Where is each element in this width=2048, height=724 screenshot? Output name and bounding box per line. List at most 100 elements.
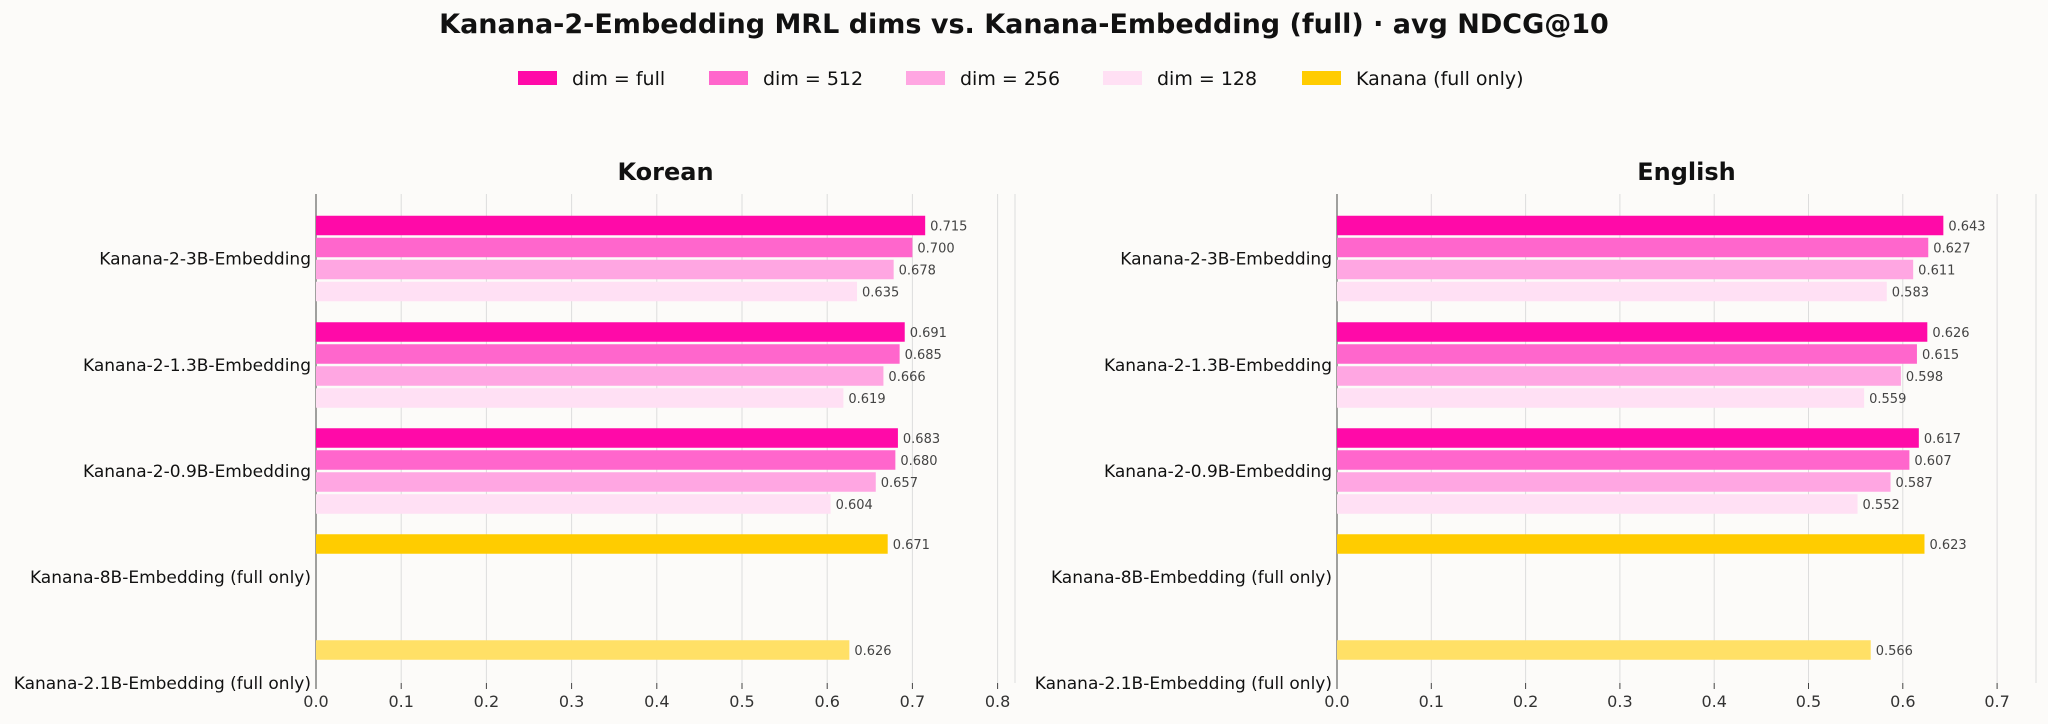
value-label: 0.604 [836, 498, 873, 513]
x-tick-label: 0.7 [1984, 692, 2009, 711]
value-label: 0.566 [1876, 644, 1913, 659]
bar [316, 322, 905, 342]
value-label: 0.611 [1918, 264, 1955, 279]
panel-title: English [1637, 158, 1735, 186]
category-label: Kanana-2-1.3B-Embedding [83, 356, 311, 376]
value-label: 0.635 [862, 286, 899, 301]
chart-panels: 0.0 0.1 0.2 0.3 0.4 0.5 0.6 0.7 0.8 Korean Kanana-… [14, 158, 2037, 711]
x-tick-label: 0.5 [1796, 692, 1821, 711]
value-label: 0.619 [848, 392, 885, 407]
category-label: Kanana-2-1.3B-Embedding [1104, 356, 1332, 376]
value-label: 0.617 [1924, 432, 1961, 447]
x-tick-label: 0.7 [900, 692, 925, 711]
bar [1337, 281, 1887, 302]
value-label: 0.643 [1948, 220, 1985, 235]
bar [1337, 344, 1917, 364]
value-label: 0.552 [1863, 498, 1900, 513]
bar [316, 640, 850, 660]
x-tick-label: 0.5 [729, 692, 754, 711]
x-tick-label: 0.0 [1324, 692, 1349, 711]
panel-title: Korean [617, 158, 713, 186]
x-tick-label: 0.6 [814, 692, 839, 711]
value-label: 0.583 [1892, 286, 1929, 301]
category-label: Kanana-2-3B-Embedding [1120, 250, 1332, 270]
legend-label: dim = full [572, 68, 665, 90]
x-tick-label: 0.4 [644, 692, 669, 711]
bar [1337, 322, 1928, 342]
chart-title: Kanana-2-Embedding MRL dims vs. Kanana-E… [439, 9, 1609, 40]
x-tick-label: 0.8 [985, 692, 1010, 711]
legend-swatch [518, 71, 557, 85]
bar [1337, 259, 1914, 280]
bar [316, 494, 831, 514]
bar [1337, 640, 1871, 660]
legend-label: dim = 256 [960, 68, 1060, 90]
value-label: 0.685 [905, 348, 942, 363]
bar [1337, 428, 1919, 448]
bar [1337, 237, 1929, 258]
category-label: Kanana-2-0.9B-Embedding [1104, 462, 1332, 482]
bar [1337, 534, 1925, 554]
bar [316, 344, 900, 364]
x-tick-label: 0.3 [1607, 692, 1632, 711]
bar [1337, 215, 1944, 236]
value-label: 0.623 [1929, 538, 1966, 553]
legend-swatch [906, 71, 945, 85]
legend-label: Kanana (full only) [1356, 68, 1524, 90]
category-label: Kanana-8B-Embedding (full only) [1051, 568, 1332, 588]
bar [316, 450, 896, 470]
value-label: 0.607 [1914, 454, 1951, 469]
bar [316, 366, 884, 386]
value-label: 0.715 [930, 220, 967, 235]
category-label: Kanana-2.1B-Embedding (full only) [14, 674, 311, 694]
x-tick-label: 0.0 [303, 692, 328, 711]
x-tick-label: 0.4 [1701, 692, 1726, 711]
bar [316, 237, 913, 258]
bar [316, 259, 894, 280]
bar [1337, 366, 1901, 386]
value-label: 0.657 [881, 476, 918, 491]
legend-swatch [709, 71, 748, 85]
x-tick-label: 0.2 [474, 692, 499, 711]
value-label: 0.678 [899, 264, 936, 279]
value-label: 0.691 [910, 326, 947, 341]
bar [1337, 450, 1910, 470]
value-label: 0.587 [1896, 476, 1933, 491]
bar [316, 472, 876, 492]
category-label: Kanana-8B-Embedding (full only) [30, 568, 311, 588]
legend-swatch [1302, 71, 1341, 85]
legend: dim = full dim = 512 dim = 256 dim = 128 Kan… [518, 68, 1524, 90]
bar [316, 388, 844, 408]
bar [1337, 494, 1858, 514]
bar [316, 215, 926, 236]
value-label: 0.627 [1933, 242, 1970, 257]
x-tick-label: 0.2 [1513, 692, 1538, 711]
value-label: 0.683 [903, 432, 940, 447]
legend-swatch [1103, 71, 1142, 85]
bar [316, 281, 858, 302]
bar [316, 428, 898, 448]
category-label: Kanana-2.1B-Embedding (full only) [1035, 674, 1332, 694]
chart-panel-korean: 0.0 0.1 0.2 0.3 0.4 0.5 0.6 0.7 0.8 Korean Kanana-… [14, 158, 1016, 711]
bar [316, 534, 888, 554]
value-label: 0.626 [1932, 326, 1969, 341]
x-tick-label: 0.1 [1419, 692, 1444, 711]
value-label: 0.700 [917, 242, 954, 257]
bar [1337, 472, 1891, 492]
chart-panel-english: 0.0 0.1 0.2 0.3 0.4 0.5 0.6 0.7 English Kanana-2-… [1035, 158, 2037, 711]
value-label: 0.680 [900, 454, 937, 469]
x-tick-label: 0.3 [559, 692, 584, 711]
category-label: Kanana-2-0.9B-Embedding [83, 462, 311, 482]
bar [1337, 388, 1865, 408]
value-label: 0.626 [854, 644, 891, 659]
x-tick-label: 0.1 [388, 692, 413, 711]
value-label: 0.559 [1869, 392, 1906, 407]
category-label: Kanana-2-3B-Embedding [99, 250, 311, 270]
value-label: 0.666 [888, 370, 925, 385]
value-label: 0.671 [893, 538, 930, 553]
legend-label: dim = 128 [1157, 68, 1257, 90]
value-label: 0.598 [1906, 370, 1943, 385]
value-label: 0.615 [1922, 348, 1959, 363]
legend-label: dim = 512 [763, 68, 863, 90]
